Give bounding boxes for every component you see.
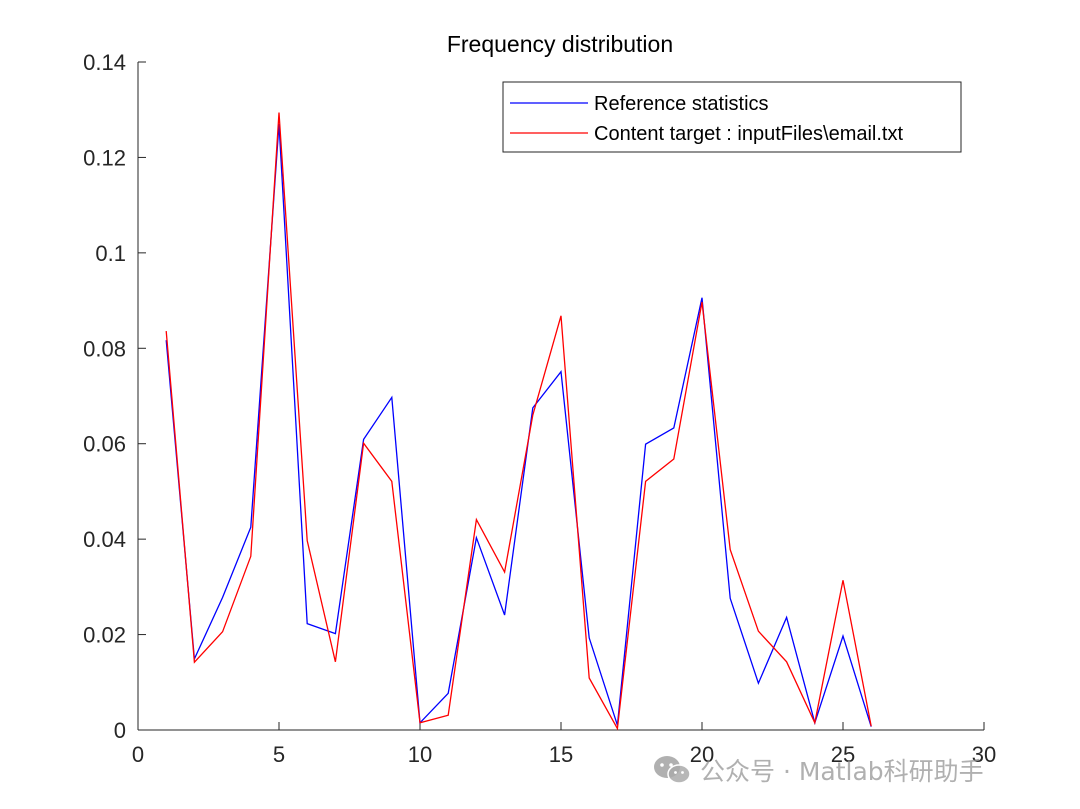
series-layer xyxy=(165,112,872,731)
series-line-reference xyxy=(165,123,872,727)
legend-label-reference: Reference statistics xyxy=(594,93,769,115)
x-tick-label: 5 xyxy=(273,742,285,767)
y-tick-label: 0.06 xyxy=(83,432,126,457)
x-tick-label: 10 xyxy=(408,742,432,767)
y-tick-label: 0.04 xyxy=(83,527,126,552)
y-tick-label: 0.12 xyxy=(83,145,126,170)
x-tick-label: 30 xyxy=(972,742,996,767)
x-tick-label: 15 xyxy=(549,742,573,767)
y-tick-label: 0.02 xyxy=(83,623,126,648)
x-tick-label: 25 xyxy=(831,742,855,767)
chart-title: Frequency distribution xyxy=(447,31,673,57)
y-tick-label: 0.14 xyxy=(83,50,126,75)
legend: Reference statistics Content target : in… xyxy=(502,81,962,153)
legend-label-content-target: Content target : inputFiles\email.txt xyxy=(594,123,903,145)
series-line-content-target xyxy=(165,112,872,731)
y-tick-label: 0.08 xyxy=(83,336,126,361)
x-tick-label: 20 xyxy=(690,742,714,767)
watermark: 公众号 · Matlab科研助手 xyxy=(652,750,984,790)
axes: 0 5 10 15 20 25 30 0 0.02 0.04 0.06 0.08 0.1 0.12 0.14 xyxy=(83,50,996,767)
y-tick-label: 0.1 xyxy=(95,241,126,266)
legend-box xyxy=(502,81,962,153)
x-tick-label: 0 xyxy=(132,742,144,767)
wechat-icon xyxy=(654,756,691,784)
y-tick-label: 0 xyxy=(114,718,126,743)
watermark-text: 公众号 · Matlab科研助手 xyxy=(700,757,984,786)
